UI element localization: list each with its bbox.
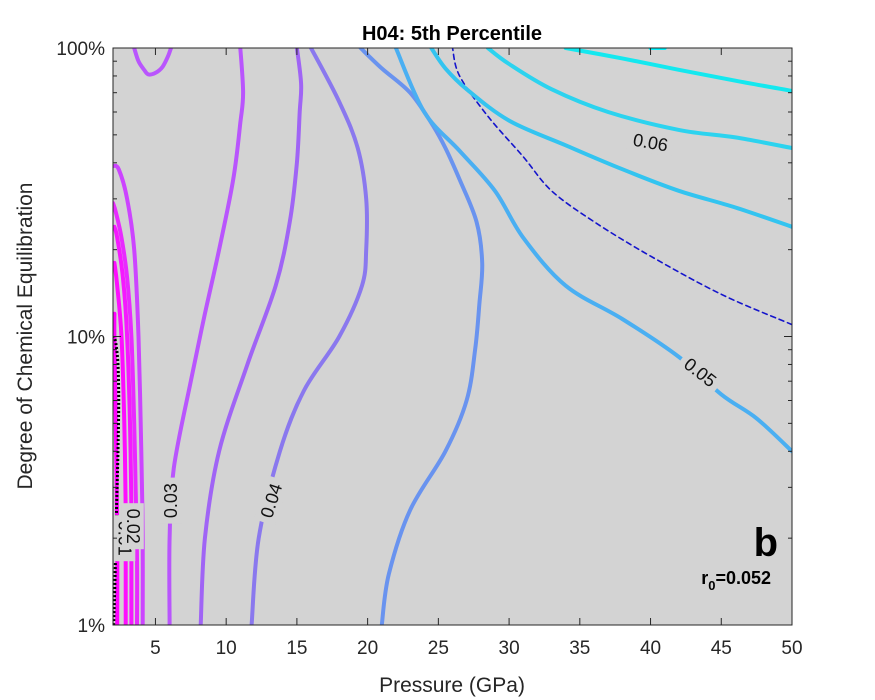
contour-line-0.05 <box>393 48 792 454</box>
contour-label-0.03: 0.03 <box>160 477 182 524</box>
y-tick-label: 1% <box>78 616 106 637</box>
x-tick-label: 15 <box>286 638 307 659</box>
contour-line-0.055 <box>429 48 792 229</box>
y-tick-label: 10% <box>67 328 105 349</box>
contour-line-0.035 <box>198 48 304 625</box>
x-tick-label: 40 <box>640 638 661 659</box>
contour-line-0.06 <box>485 48 792 150</box>
contour-label-gap <box>625 127 676 158</box>
x-tick-label: 45 <box>711 638 732 659</box>
x-tick-label: 35 <box>569 638 590 659</box>
r0-subscript: 0 <box>708 578 715 593</box>
y-axis-label: Degree of Chemical Equilibration <box>14 183 37 490</box>
x-tick-label: 25 <box>428 638 449 659</box>
contour-line-0.065 <box>563 48 792 93</box>
r0-base: r <box>701 568 708 588</box>
contour-label-0.02: 0.02 <box>121 503 144 550</box>
x-tick-label: 5 <box>150 638 161 659</box>
panel-letter: b <box>754 521 778 565</box>
contour-line-top-loop <box>132 48 173 77</box>
contour-label-0.06: 0.06 <box>625 127 676 158</box>
x-tick-label: 30 <box>499 638 520 659</box>
contour-label-text: 0.02 <box>123 509 143 544</box>
x-tick-label: 20 <box>357 638 378 659</box>
lower-bound-curve <box>113 335 121 625</box>
contour-label-gap <box>675 349 725 396</box>
r0-annotation: r0=0.052 <box>701 568 771 593</box>
r0-value: =0.052 <box>715 568 771 588</box>
contour-line-0.005 <box>113 311 120 625</box>
x-axis-label: Pressure (GPa) <box>379 674 525 697</box>
contour-label-gap <box>160 477 182 524</box>
x-axis-ticks: 5 10 15 20 25 30 35 40 45 50 <box>150 48 803 659</box>
y-tick-label: 100% <box>56 39 105 60</box>
contour-label-gap <box>253 475 289 526</box>
y-axis-ticks: 1% 10% 100% <box>56 39 792 637</box>
contour-line-0.01 <box>113 260 128 625</box>
contour-label-gap <box>121 503 144 550</box>
plot-area <box>113 48 792 625</box>
x-tick-label: 10 <box>216 638 237 659</box>
contour-labels: 0.010.020.030.040.050.06 <box>113 127 725 562</box>
chart-title: H04: 5th Percentile <box>362 23 542 45</box>
contour-label-text: 0.03 <box>161 483 181 518</box>
x-tick-label: 50 <box>781 638 802 659</box>
